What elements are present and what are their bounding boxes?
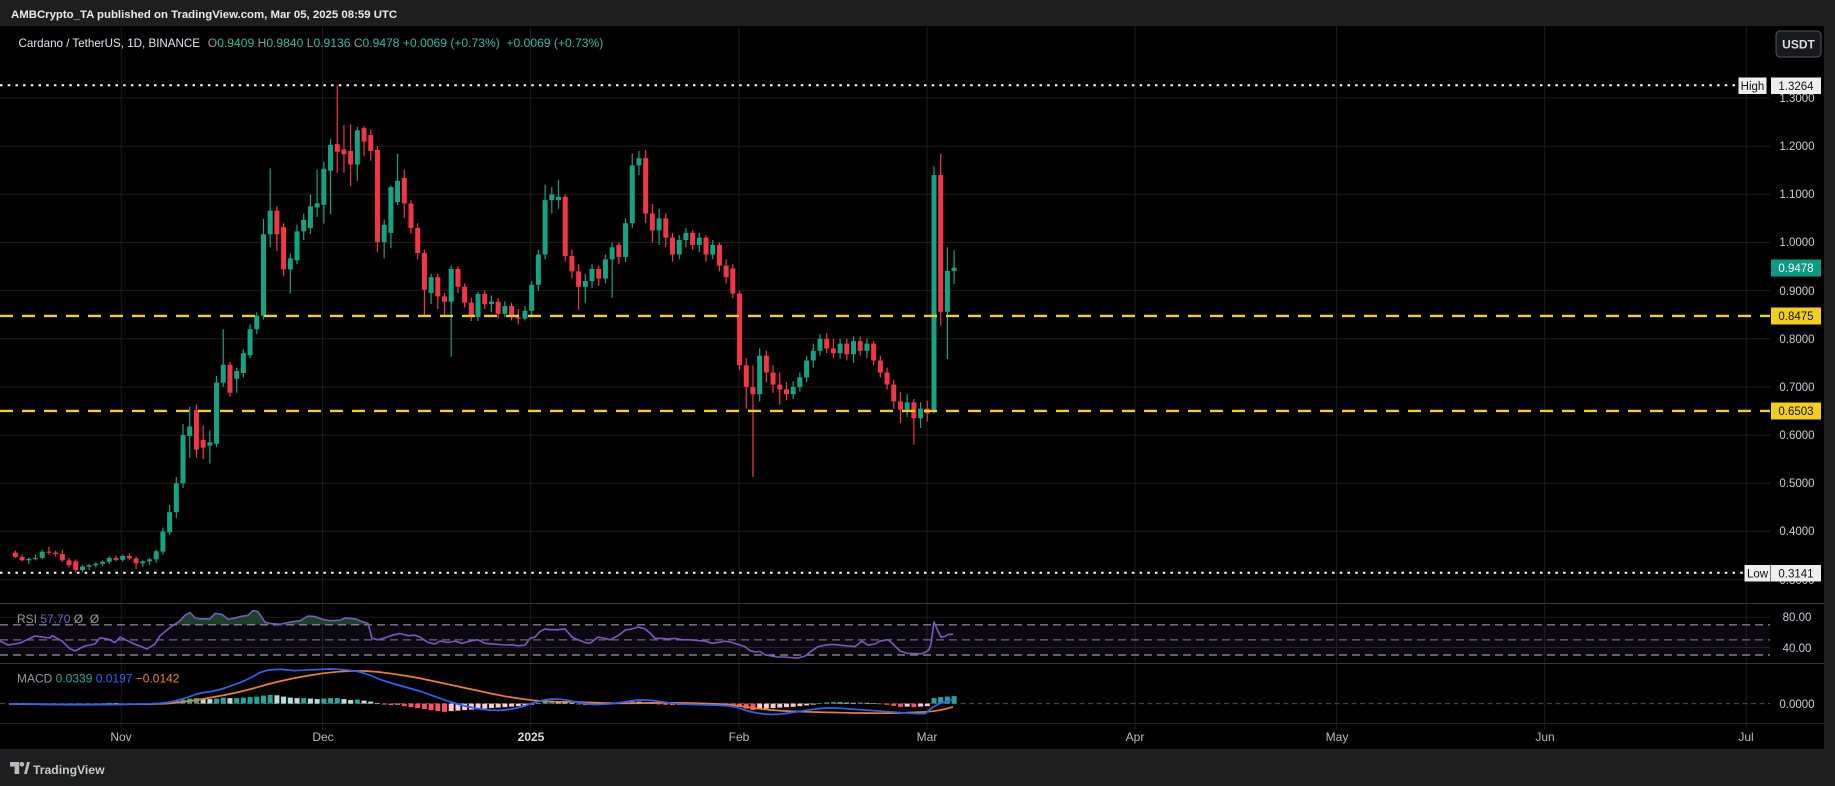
svg-text:TradingView: TradingView <box>33 763 105 777</box>
svg-text:0.8000: 0.8000 <box>1779 334 1814 346</box>
svg-text:Jul: Jul <box>1738 730 1753 744</box>
svg-text:Low: Low <box>1747 568 1769 580</box>
svg-text:0.6503: 0.6503 <box>1778 406 1813 418</box>
svg-text:RSI 57.70 Ø Ø: RSI 57.70 Ø Ø <box>17 612 99 626</box>
svg-text:Mar: Mar <box>917 730 938 744</box>
svg-text:Nov: Nov <box>110 730 131 744</box>
svg-text:1.1000: 1.1000 <box>1779 189 1814 201</box>
svg-text:0.0000: 0.0000 <box>1779 699 1814 711</box>
svg-text:1.3264: 1.3264 <box>1778 81 1814 93</box>
svg-text:40.00: 40.00 <box>1783 643 1812 655</box>
svg-text:0.4000: 0.4000 <box>1779 526 1814 538</box>
svg-text:USDT: USDT <box>1782 38 1815 52</box>
svg-text:1.3000: 1.3000 <box>1779 93 1814 105</box>
svg-text:AMBCrypto_TA published on Trad: AMBCrypto_TA published on TradingView.co… <box>11 9 397 21</box>
svg-text:1.2000: 1.2000 <box>1779 141 1814 153</box>
svg-text:0.8475: 0.8475 <box>1778 311 1813 323</box>
svg-text:Feb: Feb <box>729 730 750 744</box>
svg-text:0.7000: 0.7000 <box>1779 382 1814 394</box>
svg-text:0.3141: 0.3141 <box>1778 568 1813 580</box>
svg-text:80.00: 80.00 <box>1783 612 1812 624</box>
svg-text:Jun: Jun <box>1535 730 1554 744</box>
svg-text:May: May <box>1326 730 1349 744</box>
svg-text:0.9478: 0.9478 <box>1778 263 1813 275</box>
svg-text:MACD 0.0339 0.0197 −0.0142: MACD 0.0339 0.0197 −0.0142 <box>17 672 180 686</box>
svg-text:High: High <box>1741 81 1765 93</box>
svg-text:Apr: Apr <box>1126 730 1145 744</box>
svg-text:O0.9409 H0.9840 L0.9136 C0.947: O0.9409 H0.9840 L0.9136 C0.9478 +0.0069 … <box>208 36 604 50</box>
svg-text:2025: 2025 <box>518 730 545 744</box>
svg-text:0.6000: 0.6000 <box>1779 430 1814 442</box>
svg-text:Dec: Dec <box>312 730 333 744</box>
svg-text:Cardano / TetherUS, 1D, BINANC: Cardano / TetherUS, 1D, BINANCE <box>19 37 201 50</box>
svg-text:1.0000: 1.0000 <box>1779 237 1814 249</box>
svg-text:0.5000: 0.5000 <box>1779 478 1814 490</box>
svg-text:0.9000: 0.9000 <box>1779 286 1814 298</box>
